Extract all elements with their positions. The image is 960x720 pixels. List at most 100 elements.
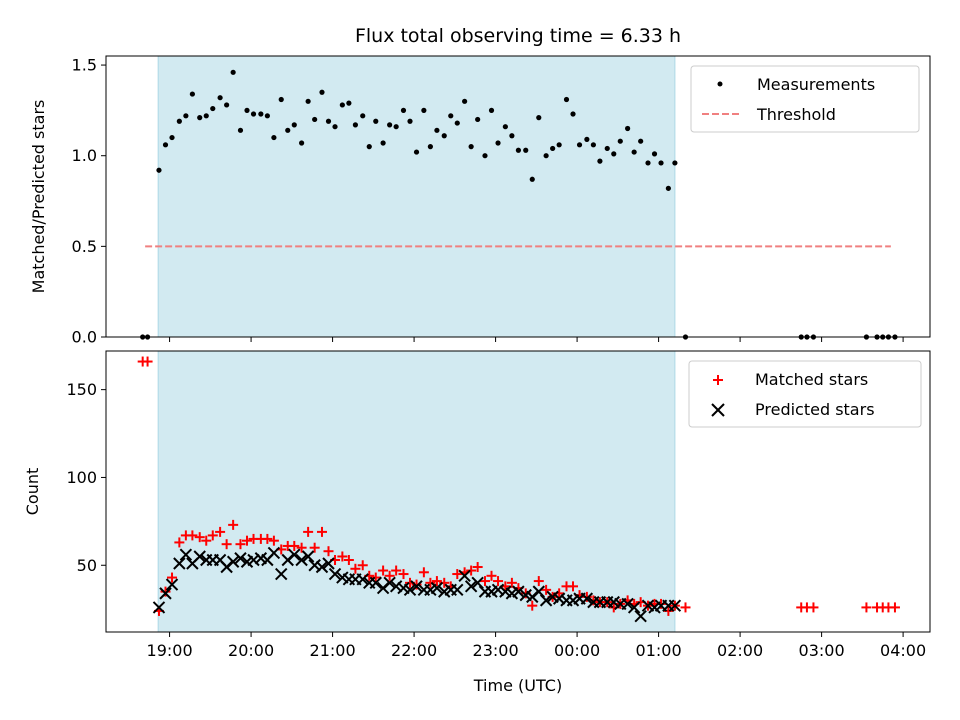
matched-stars-point [242, 535, 253, 546]
measurement-point [454, 120, 460, 126]
measurement-point [468, 144, 474, 150]
measurement-point [244, 107, 250, 113]
legend-measurements-marker [717, 81, 723, 87]
measurement-point [380, 140, 386, 146]
bottom-panel-frame [105, 350, 931, 633]
matched-stars-point [452, 569, 463, 580]
matched-stars-point [391, 565, 402, 576]
measurement-point [299, 140, 305, 146]
matched-stars-point [581, 591, 592, 602]
matched-stars-point [398, 569, 409, 580]
measurement-point [325, 118, 332, 124]
measurement-point [529, 176, 535, 182]
predicted-stars-point [580, 592, 594, 605]
y-tick-label: 0.0 [72, 328, 97, 347]
measurement-point [645, 160, 651, 166]
predicted-stars-point [152, 601, 166, 614]
measurement-point [366, 144, 372, 150]
matched-stars-point [350, 563, 361, 574]
measurement-point [625, 125, 631, 132]
chart-title: Flux total observing time = 6.33 h [355, 25, 681, 47]
matched-stars-point [357, 560, 368, 571]
measurement-point [550, 145, 556, 152]
measurement-point [237, 127, 244, 133]
predicted-stars-point [301, 550, 315, 563]
measurement-point [264, 113, 270, 119]
measurement-point [448, 113, 454, 119]
matched-stars-point [228, 519, 239, 530]
predicted-stars-point [389, 580, 403, 593]
matched-stars-point [506, 577, 517, 588]
predicted-stars-point [369, 576, 382, 590]
matched-stars-point [194, 532, 205, 543]
measurement-point [597, 158, 603, 164]
predicted-stars-point [322, 557, 335, 570]
predicted-stars-point [668, 599, 682, 612]
measurement-point [590, 142, 596, 148]
predicted-stars-point [159, 587, 172, 600]
legend-measurements-label: Measurements [757, 75, 875, 94]
predicted-stars-point [288, 548, 301, 561]
matched-stars-point [588, 595, 599, 606]
bottom-panel: 50 100 150 19:00 20:00 21:00 22:00 23:00 00:00 01… [23, 350, 931, 695]
matched-stars-point [493, 576, 504, 587]
measurement-point [584, 136, 590, 142]
bottom-legend-box [688, 360, 922, 428]
matched-stars-point [337, 551, 348, 562]
measurement-point [658, 160, 664, 166]
bottom-panel-marks [137, 356, 900, 623]
measurement-point [482, 153, 488, 159]
measurement-point [515, 147, 522, 153]
measurement-point [576, 142, 583, 148]
measurement-point [183, 113, 189, 119]
y-tick-label: 100 [66, 468, 97, 487]
legend-matched-marker [713, 375, 723, 385]
predicted-stars-point [226, 555, 240, 568]
matched-stars-point [808, 602, 819, 613]
predicted-stars-point [295, 553, 308, 567]
matched-stars-point [235, 539, 246, 550]
matched-stars-point [187, 530, 198, 541]
measurement-point [570, 111, 576, 117]
matched-stars-point [289, 540, 300, 551]
measurement-point [278, 96, 284, 103]
x-tick-label: 03:00 [799, 641, 845, 660]
top-legend-box [690, 65, 920, 133]
predicted-stars-point [464, 580, 478, 593]
measurement-point [291, 122, 297, 128]
measurement-point [162, 142, 169, 148]
x-tick-label: 00:00 [554, 641, 600, 660]
measurement-point [462, 98, 468, 104]
measurement-point [169, 134, 175, 141]
matched-stars-point [201, 535, 212, 546]
measurement-point [441, 133, 447, 139]
matched-stars-point [309, 542, 320, 553]
predicted-stars-point [532, 585, 545, 598]
matched-stars-point [323, 546, 334, 557]
matched-stars-point [142, 356, 153, 367]
predicted-stars-point [512, 585, 525, 598]
measurement-point [543, 153, 549, 159]
matched-stars-point [160, 586, 171, 597]
predicted-stars-point [165, 578, 179, 591]
measurement-point [258, 111, 264, 117]
measurement-point [319, 89, 325, 95]
predicted-stars-point [403, 583, 417, 597]
bottom-y-axis-label: Count [23, 468, 42, 516]
measurement-point [556, 142, 562, 148]
measurement-point [617, 138, 623, 144]
y-tick-label: 150 [66, 380, 97, 399]
bottom-legend: Matched stars Predicted stars [688, 360, 922, 428]
legend-predicted-label: Predicted stars [755, 400, 875, 419]
measurement-point [332, 124, 338, 130]
measurement-point [312, 116, 318, 123]
y-tick-label: 0.5 [72, 237, 97, 256]
measurement-point [536, 115, 542, 121]
measurement-point [502, 124, 508, 130]
predicted-stars-point [267, 546, 281, 560]
measurement-point [250, 111, 257, 117]
measurement-point [156, 167, 162, 173]
measurement-point [197, 115, 203, 121]
predicted-stars-point [328, 567, 342, 581]
measurement-point [523, 147, 529, 153]
